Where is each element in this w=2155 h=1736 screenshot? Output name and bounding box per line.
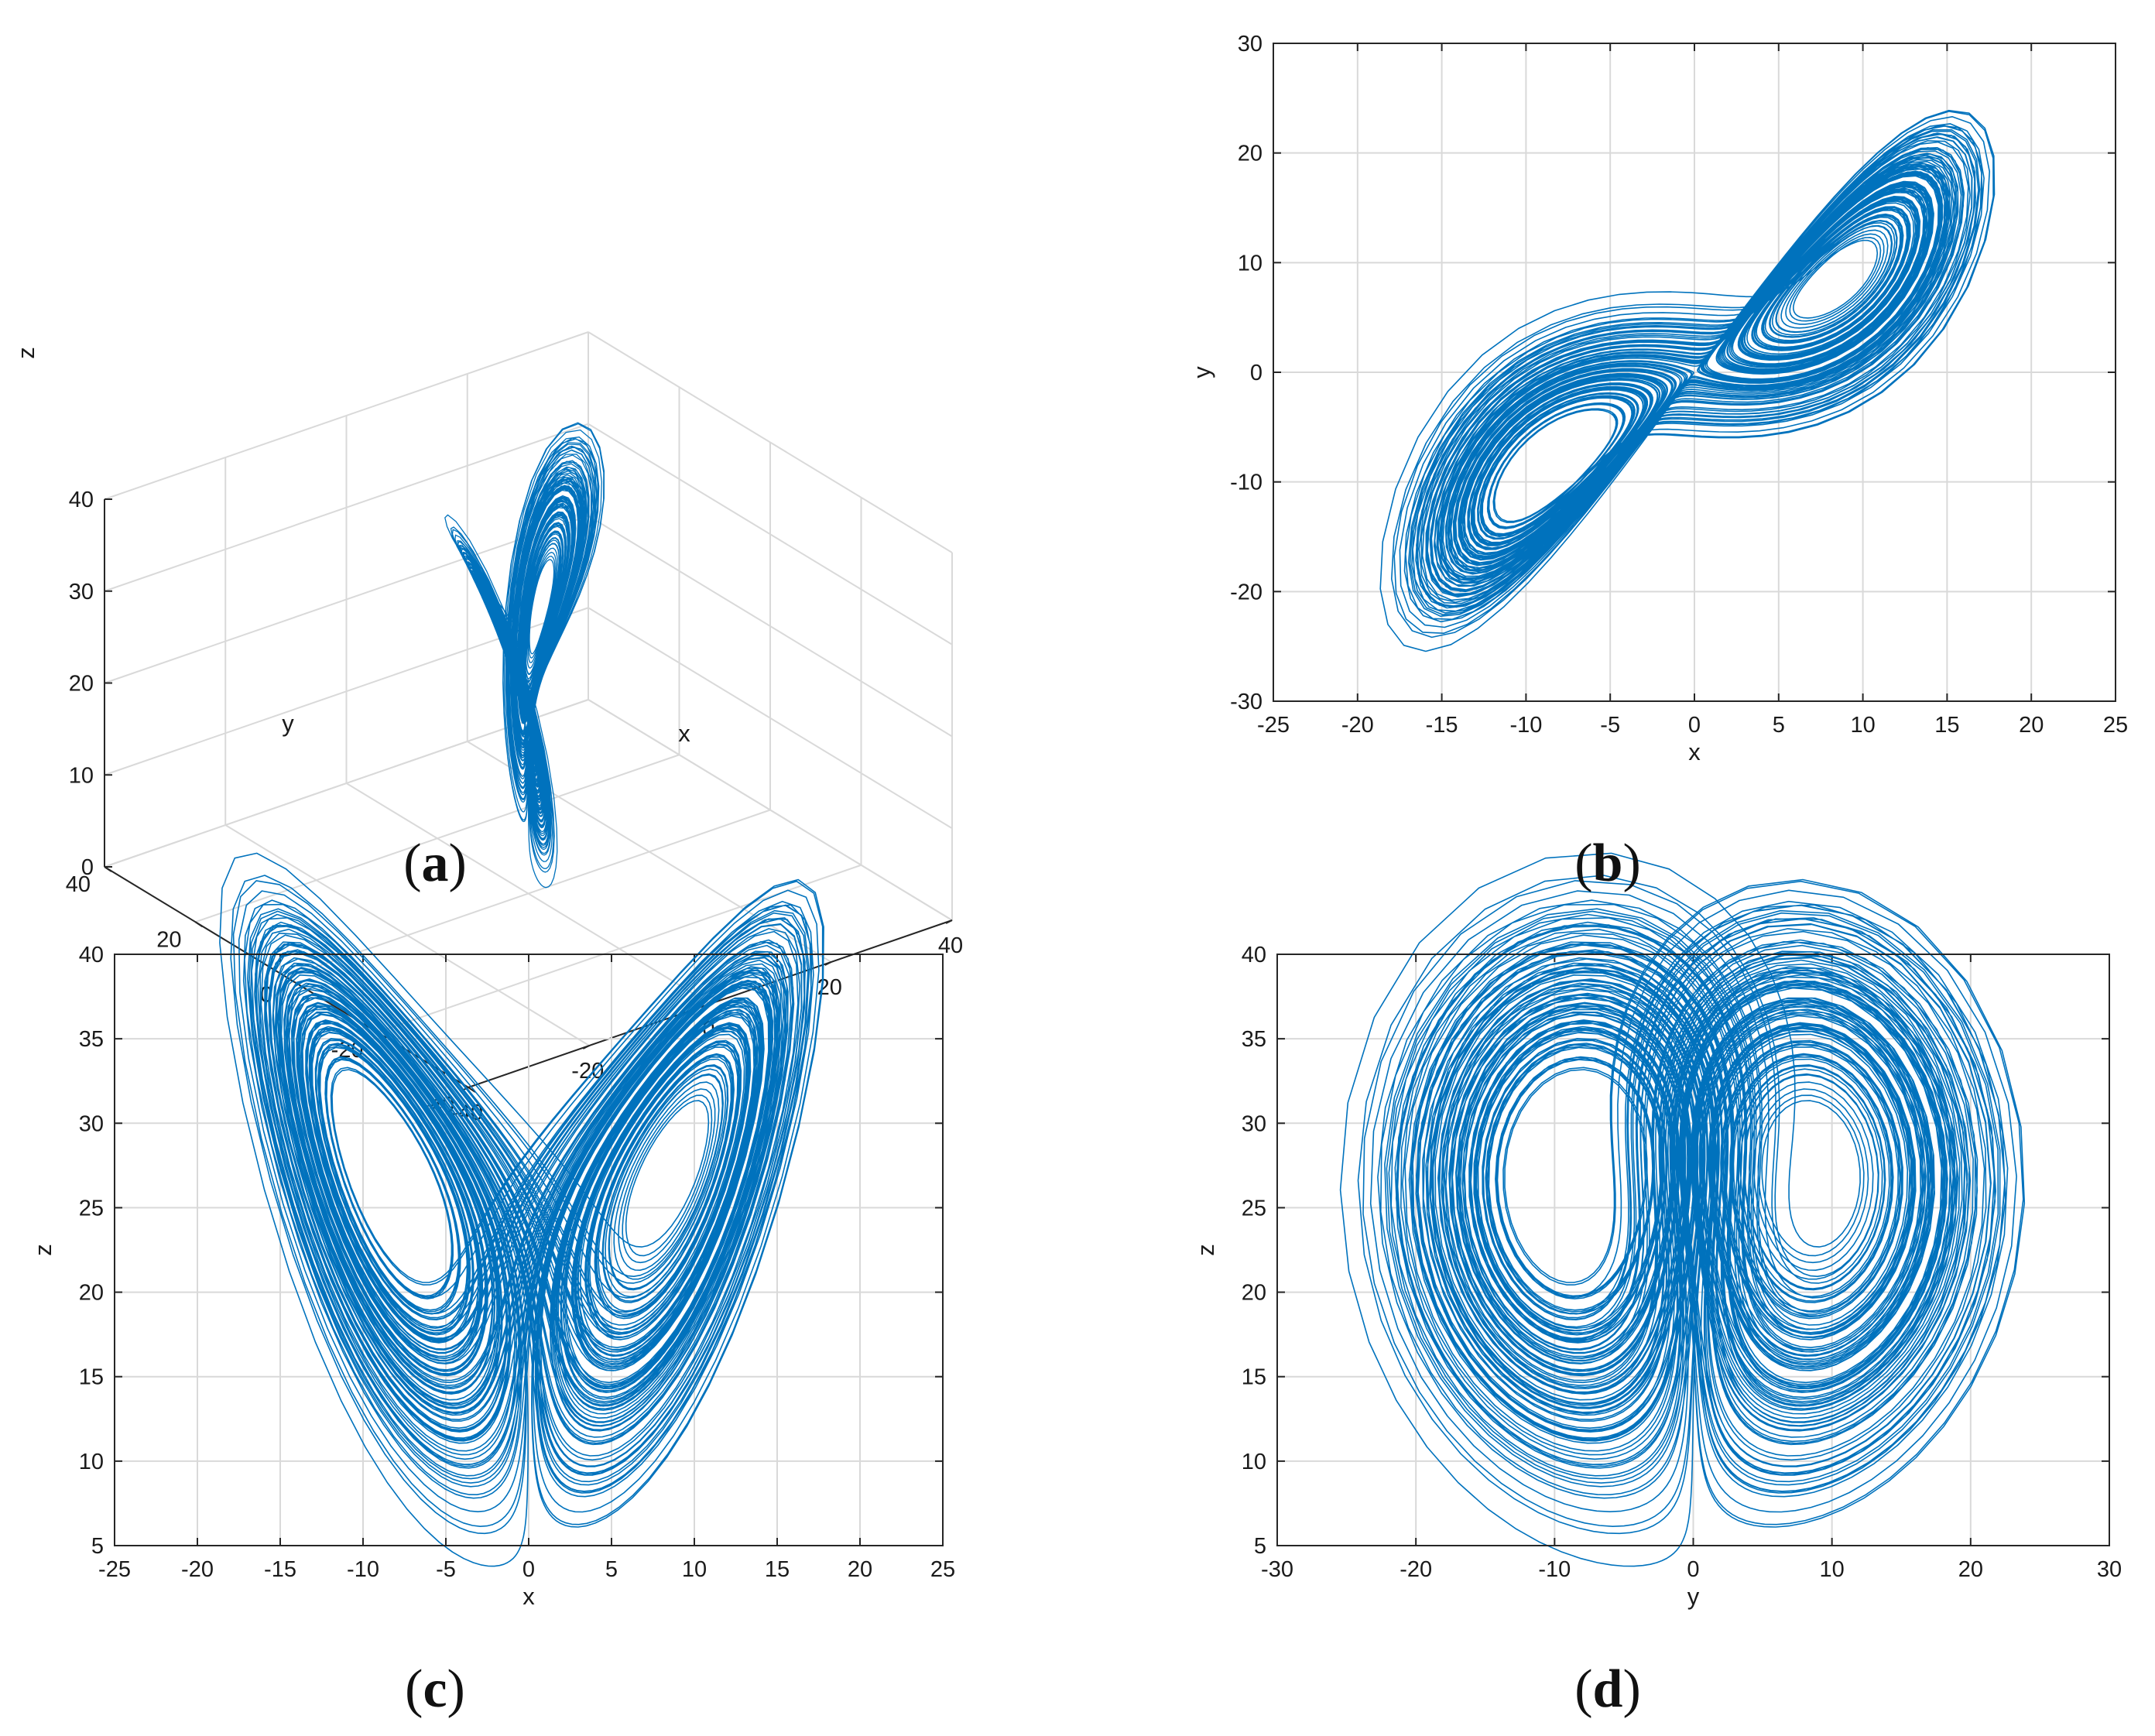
x-tick-mark <box>824 961 832 966</box>
x-tick-label: 20 <box>1958 1557 1983 1582</box>
x-tick-label: 10 <box>1850 713 1875 738</box>
trajectory-line <box>1339 852 2026 1567</box>
y-tick-label: 40 <box>66 872 91 897</box>
x-tick-label: -25 <box>98 1557 131 1582</box>
y-tick-label: 10 <box>79 1450 104 1474</box>
back-wall-gridline <box>104 423 589 592</box>
y-tick-label: 30 <box>79 1111 104 1136</box>
x-tick-mark <box>582 1045 590 1049</box>
floor-gridline <box>286 809 771 978</box>
side-wall-gridline <box>588 423 953 645</box>
caption-c: (c) <box>405 1659 465 1719</box>
y-axis-label: z <box>29 1244 57 1256</box>
z-tick-label: 20 <box>69 672 94 697</box>
axes-frame <box>1276 954 2110 1546</box>
y-tick-label: 30 <box>1242 1111 1266 1136</box>
x-tick-label: -10 <box>1538 1557 1571 1582</box>
x-axis-label: x <box>522 1583 535 1610</box>
axes-frame <box>1273 43 2116 702</box>
x-tick-label: 0 <box>1688 713 1701 738</box>
y-tick-label: 25 <box>79 1196 104 1221</box>
y-tick-label: 15 <box>1242 1365 1266 1390</box>
y-tick-mark <box>468 1087 476 1093</box>
z-tick-label: 0 <box>81 855 94 880</box>
y-tick-label: 5 <box>1254 1534 1266 1559</box>
y-tick-label: 20 <box>79 1281 104 1306</box>
axes-frame <box>114 954 944 1546</box>
x-tick-label: -25 <box>1257 713 1290 738</box>
x-tick-label: 15 <box>765 1557 790 1582</box>
side-wall-gridline <box>588 515 953 738</box>
x-tick-label: 0 <box>1687 1557 1699 1582</box>
side-wall-gridline <box>588 607 953 830</box>
x-tick-label: 20 <box>2019 713 2044 738</box>
trajectory-line <box>1379 109 1996 652</box>
y-tick-label: 20 <box>1242 1281 1266 1306</box>
x-axis-label: x <box>678 720 690 747</box>
x-axis-label: x <box>1688 738 1701 765</box>
y-tick-label: 20 <box>156 927 181 952</box>
x-tick-label: -20 <box>181 1557 214 1582</box>
x-tick-label: 5 <box>605 1557 618 1582</box>
x-tick-label: -5 <box>1600 713 1620 738</box>
x-tick-label: 0 <box>522 1557 535 1582</box>
panel-b-xy-plot: -25 -20 -15 -10 -5 0 5 10 15 20 25 -30 -20 -10 0 10 20 30… <box>1188 32 2128 765</box>
side-wall-gridline <box>588 699 953 921</box>
y-tick-label: -20 <box>1230 580 1263 604</box>
x-tick-label: -20 <box>1400 1557 1432 1582</box>
caption-d: (d) <box>1574 1659 1641 1719</box>
y-axis-label: y <box>1188 366 1215 378</box>
panel-d-yz-plot: -30 -20 -10 0 10 20 30 5 10 15 20 25 30 35 40 y z <box>1192 852 2122 1610</box>
z-tick-label: 40 <box>69 488 94 512</box>
x-tick-mark <box>945 919 953 924</box>
caption-a: (a) <box>403 834 467 893</box>
x-tick-label: 10 <box>682 1557 707 1582</box>
x-tick-label: 25 <box>2103 713 2128 738</box>
y-tick-label: 10 <box>1238 251 1263 276</box>
y-axis-label: z <box>1192 1244 1219 1256</box>
x-tick-label: 25 <box>930 1557 955 1582</box>
y-tick-label: 15 <box>79 1365 104 1390</box>
y-tick-label: 20 <box>1238 142 1263 166</box>
y-tick-label: 25 <box>1242 1196 1266 1221</box>
panel-c-xz-plot: -25 -20 -15 -10 -5 0 5 10 15 20 25 5 10 15 20 25 30 35 40 x… <box>29 852 955 1610</box>
back-wall-gridline <box>104 331 589 500</box>
x-tick-label: -10 <box>1509 713 1542 738</box>
x-tick-label: 15 <box>1934 713 1959 738</box>
y-tick-label: -10 <box>1230 471 1263 495</box>
x-tick-label: -15 <box>1426 713 1458 738</box>
x-tick-label: -10 <box>347 1557 379 1582</box>
x-tick-label: 20 <box>848 1557 872 1582</box>
y-tick-label: 30 <box>1238 32 1263 56</box>
z-tick-label: 30 <box>69 580 94 604</box>
caption-b: (b) <box>1574 834 1641 893</box>
x-tick-label: -15 <box>264 1557 296 1582</box>
y-tick-label: 0 <box>1250 361 1263 385</box>
y-tick-label: 10 <box>1242 1450 1266 1474</box>
x-tick-label: 10 <box>1820 1557 1845 1582</box>
x-tick-label: -5 <box>436 1557 456 1582</box>
x-tick-label: 5 <box>1773 713 1785 738</box>
y-tick-label: -30 <box>1230 690 1263 714</box>
y-tick-label: 40 <box>1242 943 1266 967</box>
z-tick-label: 10 <box>69 763 94 788</box>
trajectory-line <box>444 422 605 889</box>
y-tick-label: 5 <box>91 1534 104 1559</box>
y-axis-label: y <box>282 710 294 737</box>
trajectory-line <box>219 852 824 1567</box>
y-tick-label: 35 <box>1242 1027 1266 1052</box>
side-wall-gridline <box>588 331 953 553</box>
y-tick-label: 35 <box>79 1027 104 1052</box>
y-tick-label: 40 <box>79 943 104 967</box>
back-wall-gridline <box>104 515 589 684</box>
y-tick-mark <box>194 921 204 928</box>
x-axis-label: y <box>1687 1583 1700 1610</box>
x-tick-label: 30 <box>2097 1557 2122 1582</box>
x-tick-label: -30 <box>1261 1557 1293 1582</box>
x-tick-label: -20 <box>1341 713 1374 738</box>
z-axis-label: z <box>12 347 39 359</box>
